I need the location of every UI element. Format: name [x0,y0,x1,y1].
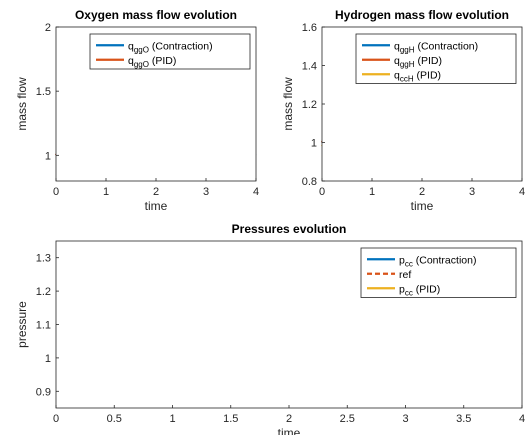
x-tick-label: 0 [319,186,325,198]
x-tick-label: 1 [103,186,109,198]
legend-entry: qggO (Contraction) [128,40,213,54]
x-tick-label: 4 [253,186,259,198]
legend-box [89,33,251,70]
legend-symbol: q [394,55,400,67]
x-tick-label: 2 [153,186,159,198]
x-tick-label: 1 [369,186,375,198]
chart-title: Pressures evolution [232,222,347,236]
x-axis-label: time [278,426,301,435]
x-tick-label: 4 [519,413,525,425]
y-tick-label: 1.3 [36,253,51,265]
legend-entry: pcc (PID) [399,283,440,297]
x-tick-label: 3.5 [456,413,471,425]
x-axis-label: time [411,199,434,213]
x-tick-label: 4 [519,186,525,198]
legend-symbol: p [399,283,405,295]
legend-subscript: cc [405,288,413,297]
legend-symbol: q [394,40,400,52]
y-tick-label: 1.1 [36,320,51,332]
legend-entry: qggH (PID) [394,55,442,69]
legend-subscript: ggO [134,45,149,54]
legend: qggO (Contraction)qggO (PID) [89,33,251,70]
y-tick-label: 1.6 [302,22,317,34]
x-tick-label: 0 [53,413,59,425]
legend-symbol: q [128,40,134,52]
legend-suffix: (PID) [149,55,176,67]
legend-suffix: (PID) [414,69,441,81]
x-tick-label: 2 [286,413,292,425]
y-tick-label: 2 [45,22,51,34]
x-tick-label: 0.5 [107,413,122,425]
legend: qggH (Contraction)qggH (PID)qccH (PID) [355,33,517,84]
legend-subscript: ggH [400,45,415,54]
legend-suffix: (Contraction) [413,254,477,266]
legend-suffix: (PID) [415,55,442,67]
x-tick-label: 3 [469,186,475,198]
legend-symbol: ref [399,269,411,281]
chart-2: 0 1 2 3 4 0.8 1 1.2 1.4 1.6 Hydrogen mass flow evo… [281,8,525,213]
x-axis-label: time [145,199,168,213]
x-tick-label: 3 [203,186,209,198]
legend-symbol: q [128,55,134,67]
chart-title: Oxygen mass flow evolution [75,8,237,22]
chart-1: 0 1 2 3 4 1 1.5 2 Oxygen mass flow evolution time… [15,8,259,213]
y-tick-label: 1.5 [36,86,51,98]
legend-entry: qggH (Contraction) [394,40,478,54]
legend-entry: qccH (PID) [394,69,441,83]
x-tick-label: 1 [169,413,175,425]
legend-suffix: (PID) [413,283,440,295]
y-tick-label: 1 [45,353,51,365]
legend-symbol: q [394,69,400,81]
legend-entry: pcc (Contraction) [399,254,476,268]
y-tick-label: 0.8 [302,176,317,188]
legend-subscript: ggH [400,60,415,69]
legend-subscript: ccH [400,74,414,83]
y-tick-label: 1.4 [302,61,317,73]
y-axis-label: pressure [15,301,29,348]
x-tick-label: 2.5 [340,413,355,425]
y-tick-label: 1 [45,150,51,162]
y-axis-label: mass flow [281,77,295,131]
y-tick-label: 1.2 [302,99,317,111]
legend-entry: qggO (PID) [128,55,176,69]
chart-title: Hydrogen mass flow evolution [335,8,509,22]
legend-symbol: p [399,254,405,266]
legend-entry: ref [399,269,411,281]
chart-3: 0 0.5 1 1.5 2 2.5 3 3.5 4 0.9 1 1.1 1.2 1.3 Pressures … [15,222,525,435]
y-tick-label: 1 [311,138,317,150]
legend-subscript: ggO [134,60,149,69]
x-tick-label: 1.5 [223,413,238,425]
y-tick-label: 0.9 [36,386,51,398]
legend-suffix: (Contraction) [415,40,479,52]
y-axis-label: mass flow [15,77,29,131]
legend-subscript: cc [405,259,413,268]
x-tick-label: 0 [53,186,59,198]
y-tick-label: 1.2 [36,286,51,298]
x-tick-label: 2 [419,186,425,198]
x-tick-label: 3 [402,413,408,425]
legend-suffix: (Contraction) [149,40,213,52]
